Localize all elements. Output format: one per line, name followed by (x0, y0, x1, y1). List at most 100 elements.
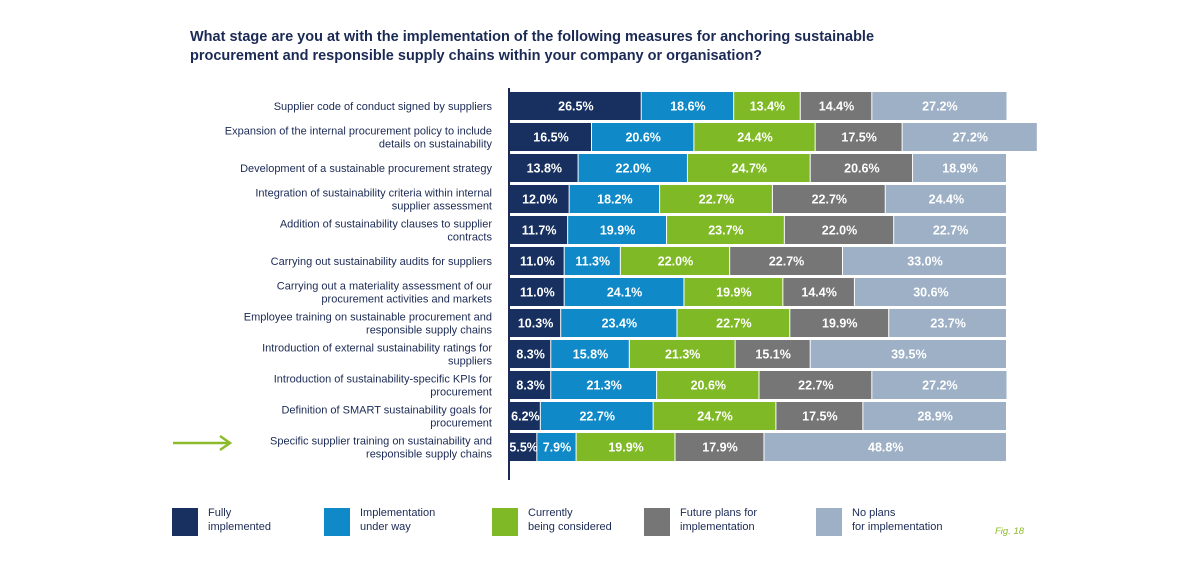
data-label: 24.7% (732, 162, 767, 176)
bar-segment (510, 185, 569, 213)
bar-segment (657, 371, 759, 399)
data-label: 15.1% (755, 348, 790, 362)
data-label: 18.9% (942, 162, 977, 176)
data-label: 18.6% (670, 100, 705, 114)
bar-segment (677, 309, 790, 337)
bar-segment (576, 433, 675, 461)
data-label: 19.9% (822, 317, 857, 331)
data-label: 48.8% (868, 441, 903, 455)
bar-segment (730, 247, 842, 275)
data-label: 21.3% (665, 348, 700, 362)
data-label: 22.7% (933, 224, 968, 238)
data-label: 24.4% (929, 193, 964, 207)
bar-segment (653, 402, 776, 430)
data-label: 39.5% (891, 348, 926, 362)
bar-segment (510, 216, 568, 244)
data-label: 7.9% (543, 441, 572, 455)
data-label: 33.0% (907, 255, 942, 269)
bar-segment (561, 309, 677, 337)
highlight-arrow-icon (173, 434, 233, 452)
data-label: 27.2% (922, 100, 957, 114)
bar-segment (510, 154, 578, 182)
data-label: 22.0% (616, 162, 651, 176)
data-label: 20.6% (625, 131, 660, 145)
data-label: 22.7% (699, 193, 734, 207)
bar-segment (894, 216, 1006, 244)
bar-segment (641, 92, 734, 120)
data-label: 14.4% (801, 286, 836, 300)
bar-segment (783, 278, 854, 306)
bar-segment (759, 371, 872, 399)
bar-segment (687, 154, 810, 182)
bar-segment (667, 216, 784, 244)
category-label: Development of a sustainable procurement… (240, 163, 492, 175)
data-label: 19.9% (716, 286, 751, 300)
bar-segment (537, 433, 576, 461)
category-label: Carrying out sustainability audits for s… (271, 256, 493, 268)
bar-segment (620, 247, 730, 275)
data-label: 17.9% (702, 441, 737, 455)
category-label: Addition of sustainability clauses to su… (280, 219, 493, 244)
data-label: 19.9% (600, 224, 635, 238)
bar-segment (872, 92, 1007, 120)
data-label: 11.0% (520, 286, 555, 300)
category-label: Integration of sustainability criteria w… (255, 188, 492, 213)
data-label: 13.4% (750, 100, 785, 114)
chart-title: What stage are you at with the implement… (190, 29, 875, 64)
bar-segment (675, 433, 764, 461)
bar-segment (863, 402, 1006, 430)
category-label: Definition of SMART sustainability goals… (281, 405, 492, 430)
category-label: Expansion of the internal procurement po… (225, 126, 493, 151)
category-label: Introduction of external sustainability … (262, 343, 492, 368)
stacked-bar-chart: Supplier code of conduct signed by suppl… (173, 88, 1037, 480)
bar-segment (551, 340, 629, 368)
category-labels: Supplier code of conduct signed by suppl… (225, 101, 493, 461)
data-label: 22.0% (658, 255, 693, 269)
bar-segment (889, 309, 1006, 337)
bar-segment (510, 278, 564, 306)
data-label: 28.9% (917, 410, 952, 424)
data-label: 24.4% (737, 131, 772, 145)
data-label: 26.5% (558, 100, 593, 114)
legend-label: Currently being considered (528, 507, 612, 533)
bar-segment (540, 402, 653, 430)
data-label: 11.0% (520, 255, 555, 269)
data-label: 22.7% (769, 255, 804, 269)
data-label: 20.6% (691, 379, 726, 393)
data-label: 22.7% (798, 379, 833, 393)
data-label: 22.7% (716, 317, 751, 331)
data-label: 24.1% (607, 286, 642, 300)
bar-segment (854, 278, 1006, 306)
data-label: 6.2% (511, 410, 540, 424)
bar-segment (772, 185, 885, 213)
bar-segment (810, 154, 913, 182)
data-label: 22.0% (822, 224, 857, 238)
data-label: 17.5% (841, 131, 876, 145)
legend-swatch (816, 508, 842, 536)
bar-segment (784, 216, 894, 244)
category-label: Employee training on sustainable procure… (244, 312, 493, 337)
bar-segment (694, 123, 815, 151)
data-label: 23.4% (602, 317, 637, 331)
data-label: 27.2% (952, 131, 987, 145)
legend-swatch (172, 508, 198, 536)
legend-label: No plans for implementation (852, 507, 943, 533)
bar-segment (885, 185, 1006, 213)
bar-segment (629, 340, 735, 368)
bar-segment (592, 123, 694, 151)
data-label: 5.5% (509, 441, 538, 455)
data-label: 21.3% (586, 379, 621, 393)
data-label: 22.7% (812, 193, 847, 207)
data-label: 27.2% (922, 379, 957, 393)
legend-swatch (492, 508, 518, 536)
bar-segment (568, 216, 667, 244)
data-label: 20.6% (844, 162, 879, 176)
data-label: 22.7% (579, 410, 614, 424)
data-label: 17.5% (802, 410, 837, 424)
bar-segment (913, 154, 1006, 182)
data-label: 8.3% (516, 379, 545, 393)
bar-segment (510, 123, 592, 151)
category-label: Specific supplier training on sustainabi… (270, 436, 492, 461)
bar-segment (564, 278, 684, 306)
data-label: 12.0% (522, 193, 557, 207)
